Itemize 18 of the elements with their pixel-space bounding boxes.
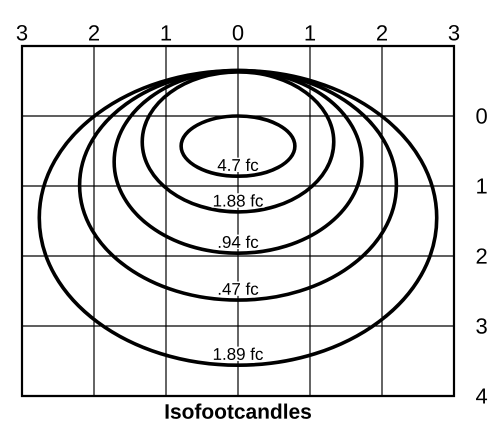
annotation: .94 fc xyxy=(218,236,258,248)
annotation: 1.89 fc xyxy=(214,348,263,360)
x-tick-label: 2 xyxy=(377,25,387,40)
x-tick-label: 3 xyxy=(16,24,28,40)
y-tick-label: 1 xyxy=(477,178,487,194)
y-tick-label: 3 xyxy=(476,318,487,334)
annotation: .47 fc xyxy=(218,282,258,295)
y-tick-label: 0 xyxy=(476,108,487,124)
text: Isofootcandles xyxy=(166,404,311,419)
annotation: 4.7 fc xyxy=(218,158,258,172)
x-tick-label: 1 xyxy=(306,25,316,40)
annotation: 1.88 fc xyxy=(214,194,263,207)
x-tick-label: 2 xyxy=(89,25,99,40)
y-tick-label: 2 xyxy=(476,248,487,264)
x-tick-label: 1 xyxy=(162,25,172,40)
y-tick-label: 4 xyxy=(476,388,488,404)
x-tick-label: 0 xyxy=(232,24,244,40)
x-tick-label: 3 xyxy=(448,24,460,40)
